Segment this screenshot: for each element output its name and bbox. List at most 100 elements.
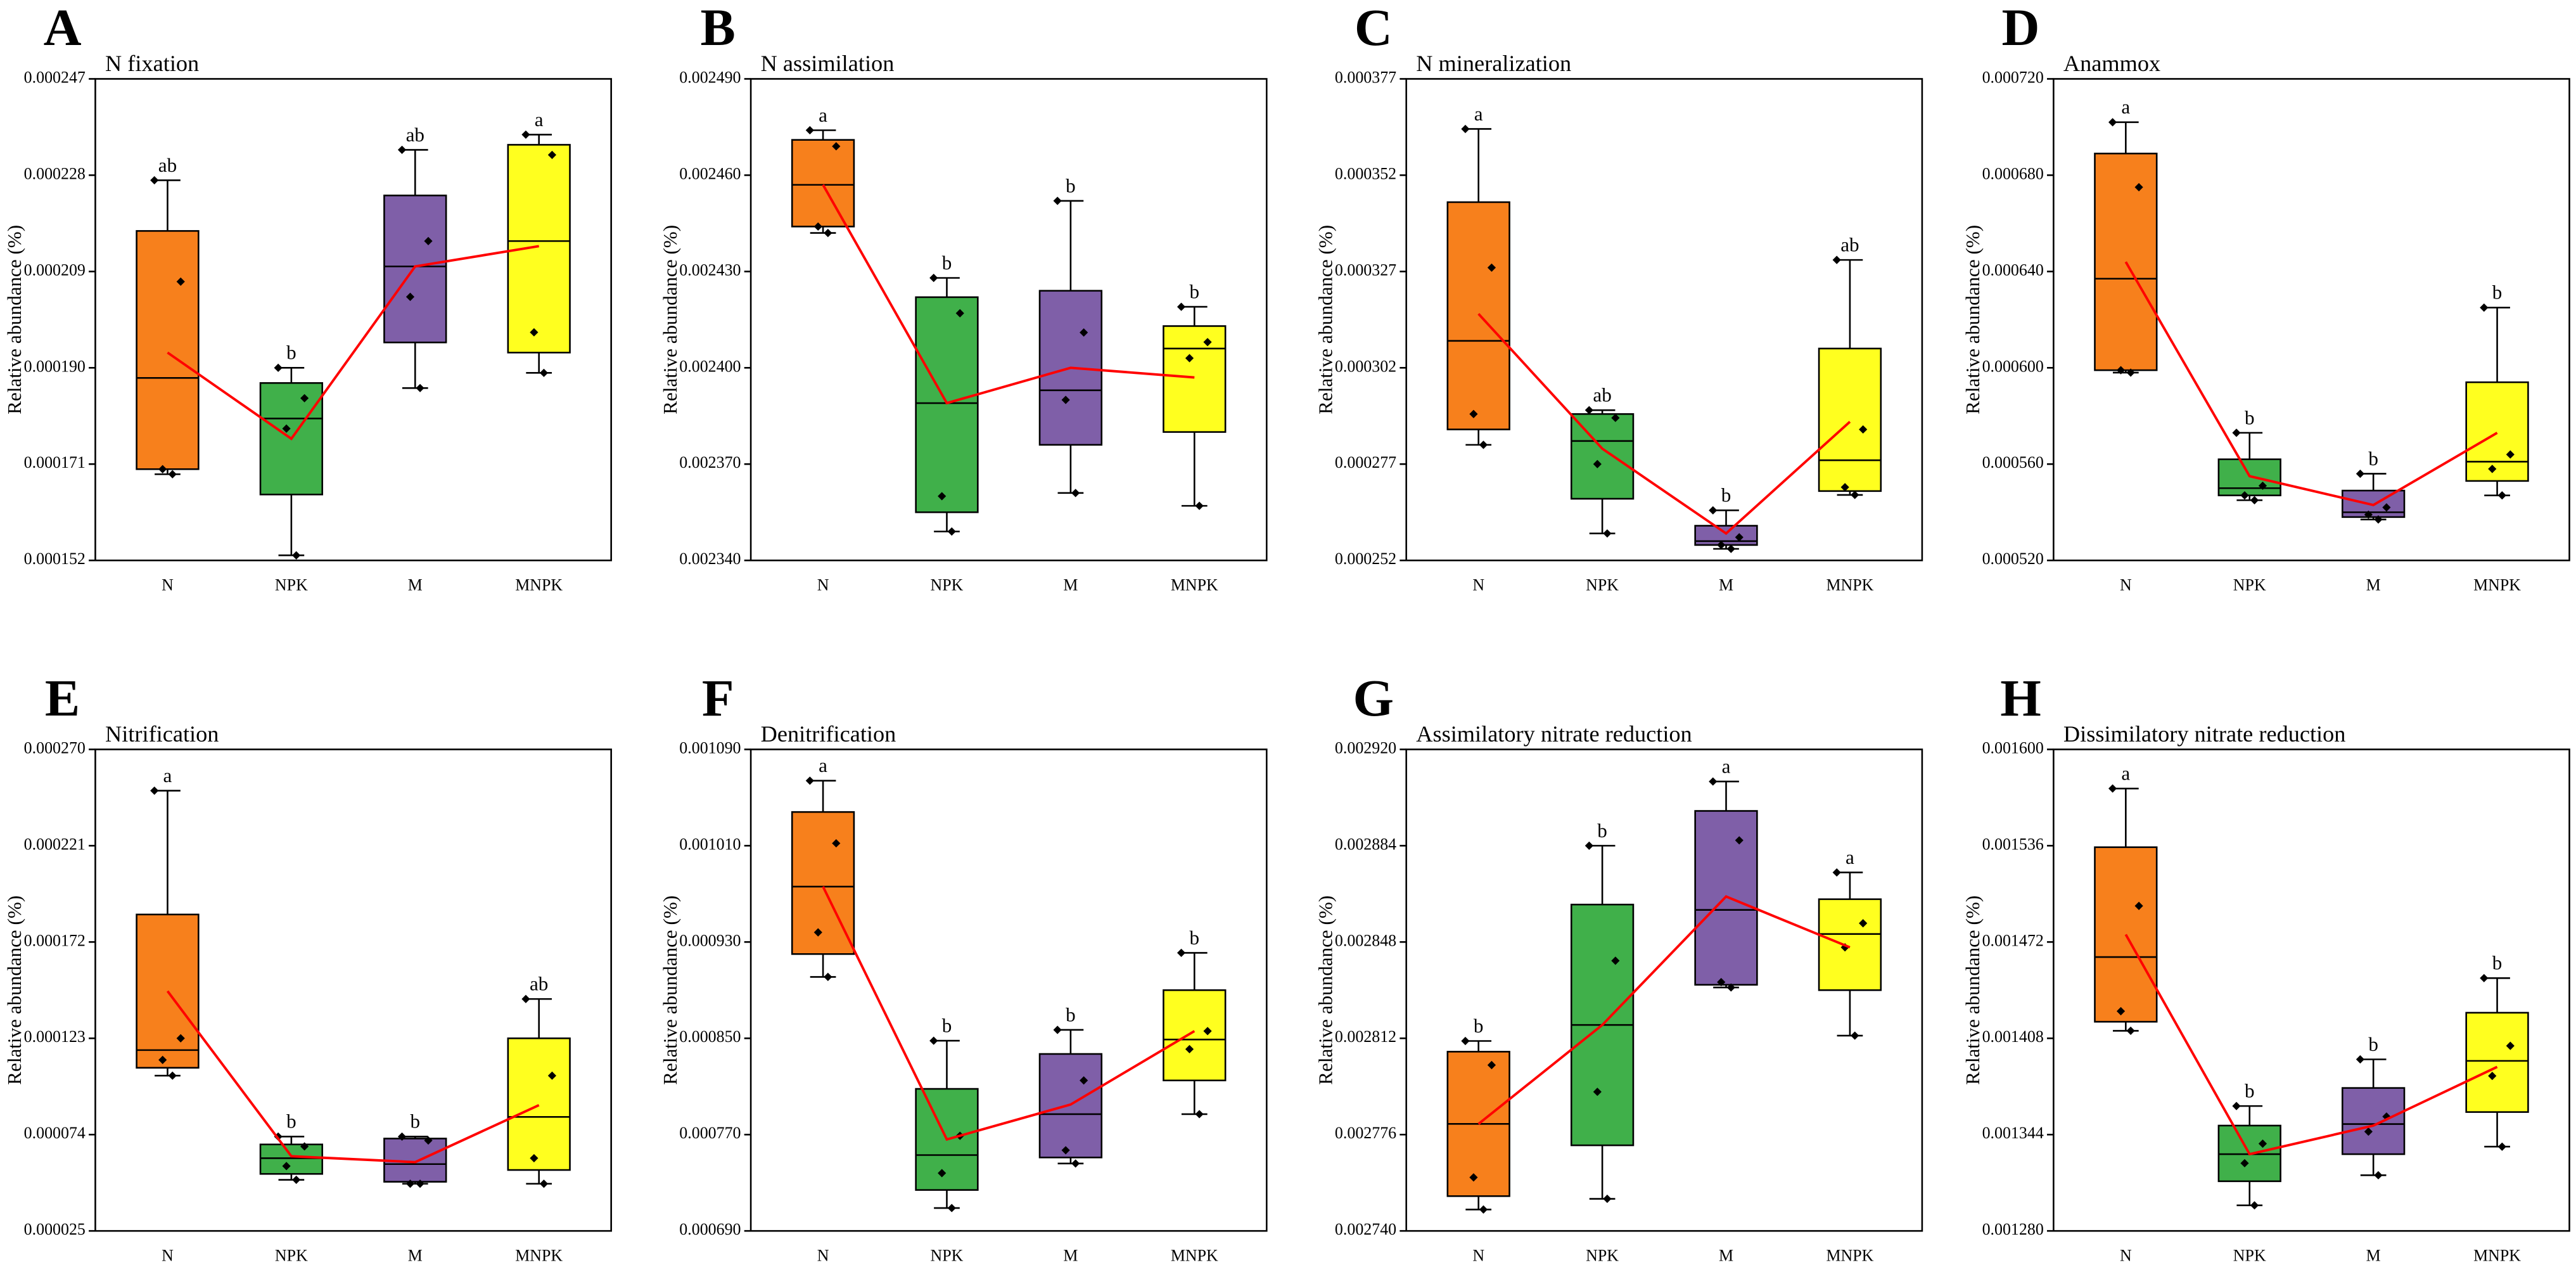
box xyxy=(1818,898,1882,991)
point xyxy=(1461,1036,1470,1046)
y-axis-label: Relative abundance (%) xyxy=(3,896,25,1085)
box xyxy=(383,195,447,344)
x-tick-label: N xyxy=(817,1247,829,1265)
point xyxy=(2240,1159,2249,1167)
y-tick-label: 0.000209 xyxy=(24,260,86,279)
significance-letter: ab xyxy=(158,154,177,176)
point xyxy=(832,142,841,151)
y-tick-label: 0.001600 xyxy=(1982,738,2044,757)
point xyxy=(2126,1026,2135,1036)
y-tick-label: 0.002340 xyxy=(679,549,741,568)
panel-letter: E xyxy=(45,669,80,727)
point xyxy=(1840,483,1849,492)
significance-letter: b xyxy=(286,342,296,364)
panel-title: Denitrification xyxy=(761,721,896,747)
point xyxy=(947,527,956,536)
x-tick-label: M xyxy=(1719,576,1733,594)
y-tick-label: 0.000074 xyxy=(24,1124,86,1142)
point xyxy=(282,1162,291,1171)
x-tick-label: MNPK xyxy=(2473,1247,2521,1265)
significance-letter: b xyxy=(942,252,952,274)
significance-letter: b xyxy=(1474,1015,1484,1037)
box xyxy=(1570,413,1635,500)
box xyxy=(2465,1012,2529,1113)
y-tick-label: 0.002430 xyxy=(679,260,741,279)
point xyxy=(424,236,433,245)
point xyxy=(1859,919,1868,928)
point xyxy=(2116,366,2126,375)
x-tick-label: NPK xyxy=(1586,576,1619,594)
x-tick-label: M xyxy=(2366,1247,2381,1265)
box xyxy=(2465,381,2529,482)
mean-line xyxy=(167,245,539,440)
y-tick-label: 0.001010 xyxy=(679,835,741,853)
point xyxy=(805,776,814,785)
plot-frame xyxy=(1405,748,1923,1232)
y-tick-label: 0.000560 xyxy=(1982,453,2044,472)
point xyxy=(1053,196,1062,205)
point xyxy=(2356,469,2365,479)
point xyxy=(1603,1194,1612,1204)
y-tick-label: 0.000850 xyxy=(679,1027,741,1046)
point xyxy=(2258,481,2267,491)
x-tick-label: NPK xyxy=(275,1247,308,1265)
box xyxy=(136,230,200,470)
y-tick-label: 0.000720 xyxy=(1982,68,2044,86)
mean-line xyxy=(822,184,1195,405)
point xyxy=(2506,1041,2515,1050)
point xyxy=(1479,440,1488,449)
point xyxy=(2382,503,2391,512)
y-axis-label: Relative abundance (%) xyxy=(1961,896,1984,1085)
y-tick-label: 0.002920 xyxy=(1335,738,1396,757)
box xyxy=(1163,989,1227,1082)
y-tick-label: 0.000123 xyxy=(24,1027,86,1046)
x-tick-label: N xyxy=(162,1247,174,1265)
point xyxy=(530,328,539,337)
box xyxy=(259,1143,324,1175)
plot-frame xyxy=(1405,78,1923,562)
y-tick-label: 0.000377 xyxy=(1335,68,1396,86)
point xyxy=(521,130,530,139)
y-tick-label: 0.000600 xyxy=(1982,357,2044,375)
point xyxy=(1176,948,1186,958)
point xyxy=(2232,1102,2241,1110)
y-axis-label: Relative abundance (%) xyxy=(1961,225,1984,414)
mean-line xyxy=(822,886,1196,1141)
x-tick-label: N xyxy=(2120,576,2132,594)
point xyxy=(1735,533,1744,542)
x-tick-label: M xyxy=(1063,576,1078,594)
y-tick-label: 0.002740 xyxy=(1335,1220,1396,1238)
y-tick-label: 0.000221 xyxy=(24,835,86,853)
point xyxy=(2488,1072,2497,1081)
x-tick-label: MNPK xyxy=(1826,1247,1873,1265)
significance-letter: a xyxy=(1846,846,1854,868)
panel-title: N mineralization xyxy=(1416,51,1571,76)
point xyxy=(1603,529,1612,538)
point xyxy=(539,1179,549,1188)
panel-title: Assimilatory nitrate reduction xyxy=(1416,721,1692,747)
point xyxy=(397,145,407,155)
point xyxy=(2497,1142,2506,1151)
mean-line xyxy=(2124,934,2498,1156)
significance-letter: a xyxy=(819,104,827,126)
x-tick-label: NPK xyxy=(2233,1247,2266,1265)
plot-frame xyxy=(2053,748,2570,1232)
point xyxy=(1709,506,1718,515)
significance-letter: b xyxy=(1597,819,1607,842)
point xyxy=(1176,302,1186,311)
x-tick-label: NPK xyxy=(931,576,964,594)
point xyxy=(2116,1006,2126,1016)
point xyxy=(2374,1171,2383,1179)
panel-title: Nitrification xyxy=(105,721,219,747)
point xyxy=(1071,489,1080,498)
y-tick-label: 0.001090 xyxy=(679,738,741,757)
point xyxy=(416,383,424,392)
point xyxy=(1185,1044,1194,1053)
point xyxy=(1584,841,1593,850)
plot-frame xyxy=(2053,78,2570,562)
significance-letter: ab xyxy=(530,973,548,995)
point xyxy=(1195,1110,1204,1119)
point xyxy=(824,228,832,238)
plot-frame xyxy=(94,748,612,1232)
point xyxy=(1832,868,1841,877)
